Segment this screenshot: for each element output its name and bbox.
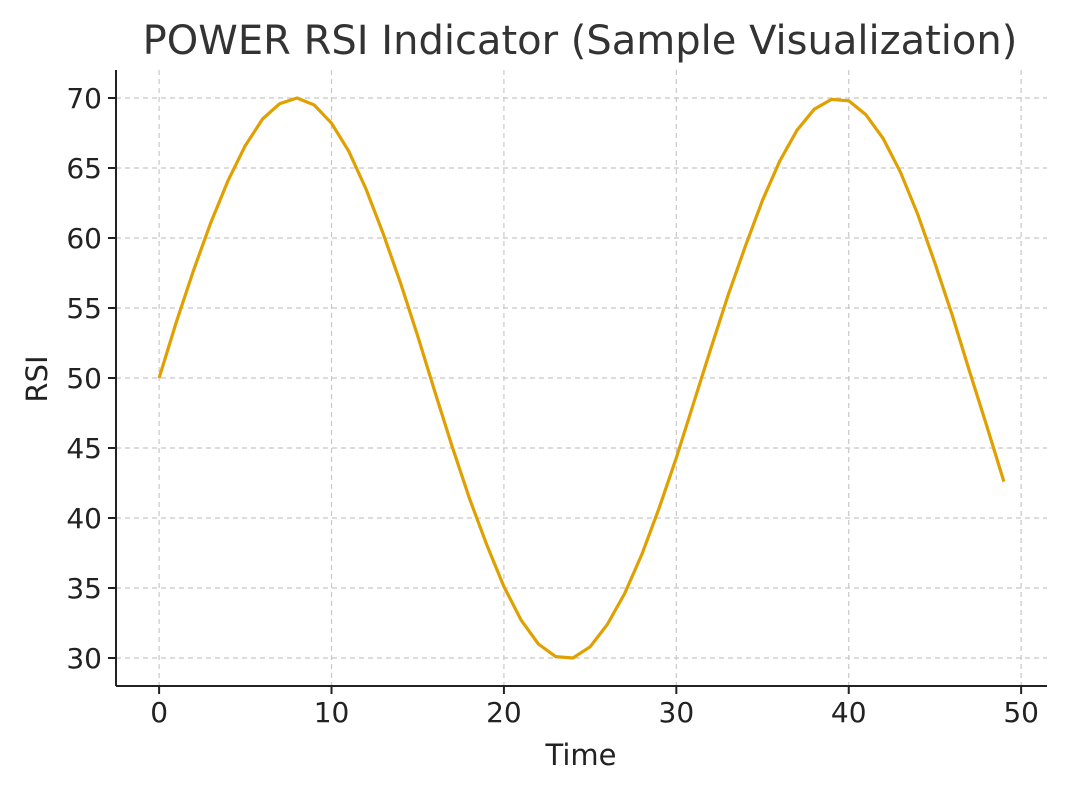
y-tick-label: 55 (66, 292, 102, 325)
y-axis-label: RSI (20, 355, 54, 402)
y-tick-label: 50 (66, 362, 102, 395)
x-tick-label: 50 (1003, 696, 1039, 729)
x-axis-ticks: 0 10 20 30 40 50 (150, 686, 1039, 729)
chart-title: POWER RSI Indicator (Sample Visualizatio… (143, 18, 1018, 64)
x-tick-label: 20 (486, 696, 522, 729)
y-tick-label: 40 (66, 502, 102, 535)
x-tick-label: 0 (150, 696, 168, 729)
y-tick-label: 45 (66, 432, 102, 465)
rsi-series-line (157, 96, 1006, 660)
y-axis-ticks: 30 35 40 45 50 55 60 65 70 (66, 82, 116, 675)
x-tick-label: 40 (831, 696, 867, 729)
x-axis-label: Time (545, 738, 617, 772)
grid (116, 70, 1047, 686)
y-tick-label: 60 (66, 222, 102, 255)
y-tick-label: 65 (66, 152, 102, 185)
series-layer (157, 96, 1006, 660)
x-tick-label: 30 (659, 696, 695, 729)
x-tick-label: 10 (314, 696, 350, 729)
y-tick-label: 70 (66, 82, 102, 115)
y-tick-label: 35 (66, 572, 102, 605)
y-tick-label: 30 (66, 642, 102, 675)
